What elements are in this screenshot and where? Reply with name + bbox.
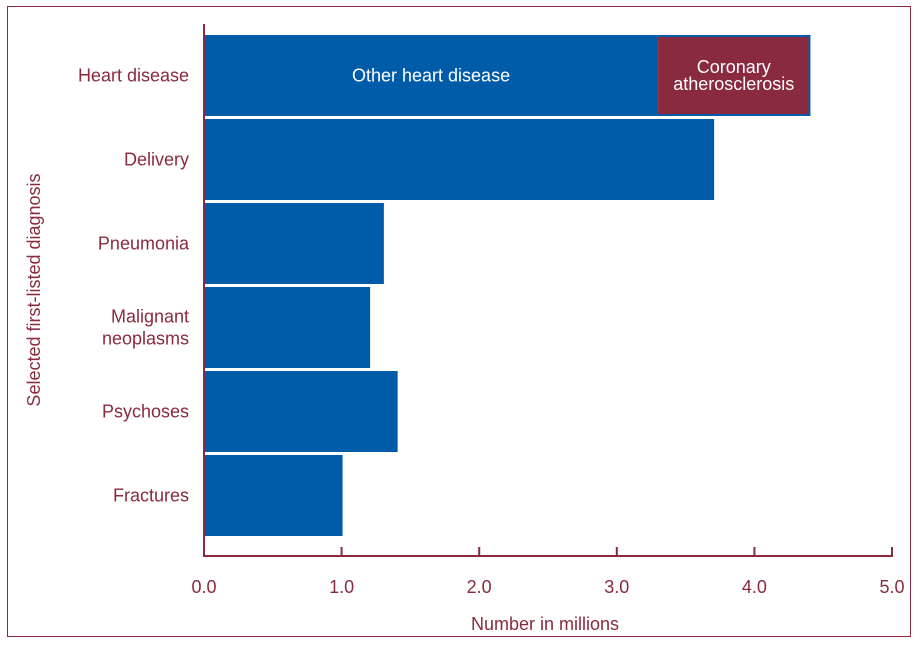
- tick-labels-group: 0.0 1.0 2.0 3.0 4.0 5.0: [191, 577, 904, 597]
- bars-group: [203, 35, 811, 536]
- x-tick-label-3: 3.0: [604, 577, 629, 597]
- bar-secondary-0: [658, 36, 810, 115]
- x-tick-label-2: 2.0: [467, 577, 492, 597]
- category-label-4: Psychoses: [102, 402, 189, 422]
- x-tick-label-0: 0.0: [191, 577, 216, 597]
- x-tick-label-5: 5.0: [879, 577, 904, 597]
- category-label-0: Heart disease: [78, 66, 189, 86]
- bar-primary-0: [204, 36, 659, 115]
- y-axis-title: Selected first-listed diagnosis: [24, 173, 44, 406]
- segment-label-1: Coronary atherosclerosis: [673, 57, 794, 94]
- bar-primary-2: [204, 204, 383, 283]
- category-label-1: Delivery: [124, 150, 189, 170]
- x-tick-label-1: 1.0: [329, 577, 354, 597]
- x-tick-label-4: 4.0: [742, 577, 767, 597]
- bar-primary-3: [204, 288, 370, 367]
- x-axis-title: Number in millions: [471, 614, 619, 634]
- bar-primary-4: [204, 372, 397, 451]
- bar-primary-5: [204, 456, 342, 535]
- axes-group: [203, 24, 893, 557]
- category-label-3: Malignant neoplasms: [102, 307, 189, 349]
- segment-labels-group: Other heart disease Coronary atheroscleros…: [352, 57, 794, 94]
- category-label-5: Fractures: [113, 486, 189, 506]
- segment-label-0: Other heart disease: [352, 66, 510, 86]
- category-label-2: Pneumonia: [98, 234, 190, 254]
- bar-primary-1: [204, 120, 714, 199]
- category-labels-group: Heart disease Delivery Pneumonia Malignant n…: [78, 66, 190, 506]
- chart-frame: [7, 6, 911, 637]
